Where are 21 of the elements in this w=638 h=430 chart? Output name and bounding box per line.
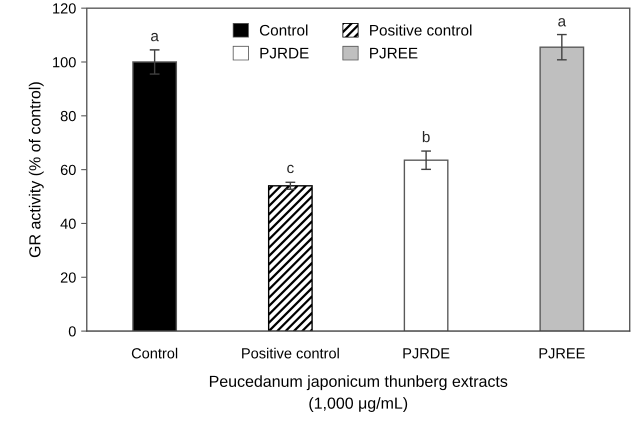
y-tick-label: 0 <box>68 326 76 337</box>
y-tick-label: 20 <box>60 272 76 283</box>
y-tick-label: 120 <box>53 3 76 14</box>
annotation: b <box>422 131 430 142</box>
legend-label: Positive control <box>370 24 472 36</box>
legend-label: PJREE <box>370 48 418 59</box>
y-axis-title: GR activity (% of control) <box>28 82 44 258</box>
annotation: c <box>287 164 294 174</box>
annotation: a <box>151 32 159 42</box>
y-tick-label: 80 <box>60 110 76 122</box>
y-tick-label: 40 <box>60 218 76 229</box>
x-tick-label: PJREE <box>540 348 585 358</box>
y-tick-label: 60 <box>60 164 76 176</box>
legend-label: PJRDE <box>260 48 309 59</box>
x-tick-label: PJRDE <box>403 348 450 358</box>
x-tick-label: Positive control <box>242 348 339 358</box>
y-tick-label: 100 <box>53 57 76 68</box>
legend-label: Control <box>260 24 308 36</box>
annotation: a <box>558 18 566 27</box>
x-axis-title: Peucedanum japonicum thunberg extracts (1,000 μg/mL) <box>210 375 508 412</box>
x-tick-label: Control <box>132 348 178 358</box>
